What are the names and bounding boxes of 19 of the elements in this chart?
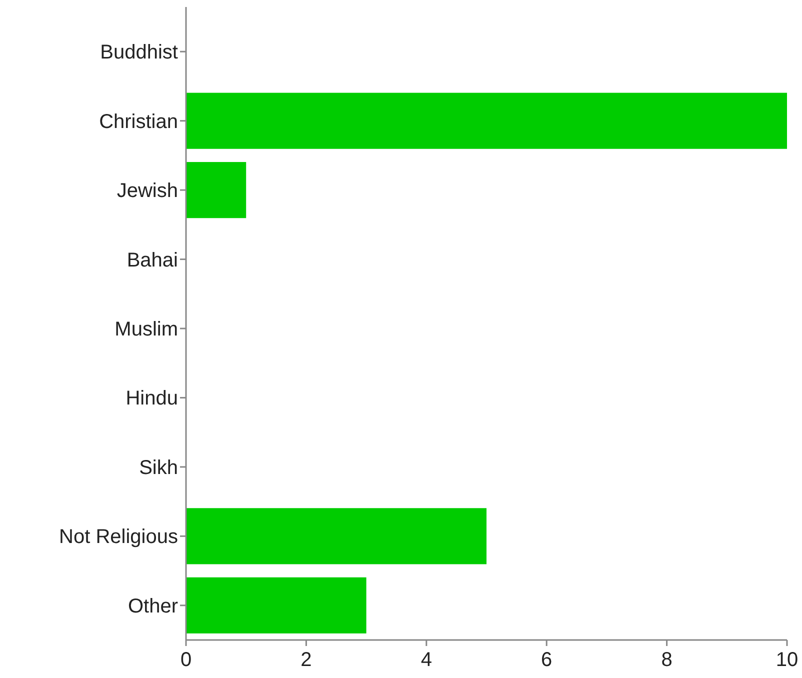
y-tick-label: Muslim [114,318,178,340]
y-tick-label: Hindu [126,388,178,410]
y-tick-label: Jewish [116,180,178,202]
x-tick-label: 2 [300,649,312,671]
x-tick-label: 10 [776,649,798,671]
y-tick-label: Buddhist [100,42,178,64]
bar [186,92,787,149]
x-tick-label: 4 [420,649,432,671]
x-tick-label: 6 [541,649,552,671]
x-tick-label: 8 [661,649,672,671]
y-tick-label: Christian [99,110,178,133]
bar [186,162,246,218]
x-tick-label: 0 [180,649,192,671]
y-tick-label: Not Religious [59,526,178,548]
y-tick-label: Other [128,595,178,618]
bar [186,508,486,564]
y-tick-label: Bahai [126,249,178,272]
bar [186,577,366,634]
y-tick-label: Sikh [139,456,178,479]
